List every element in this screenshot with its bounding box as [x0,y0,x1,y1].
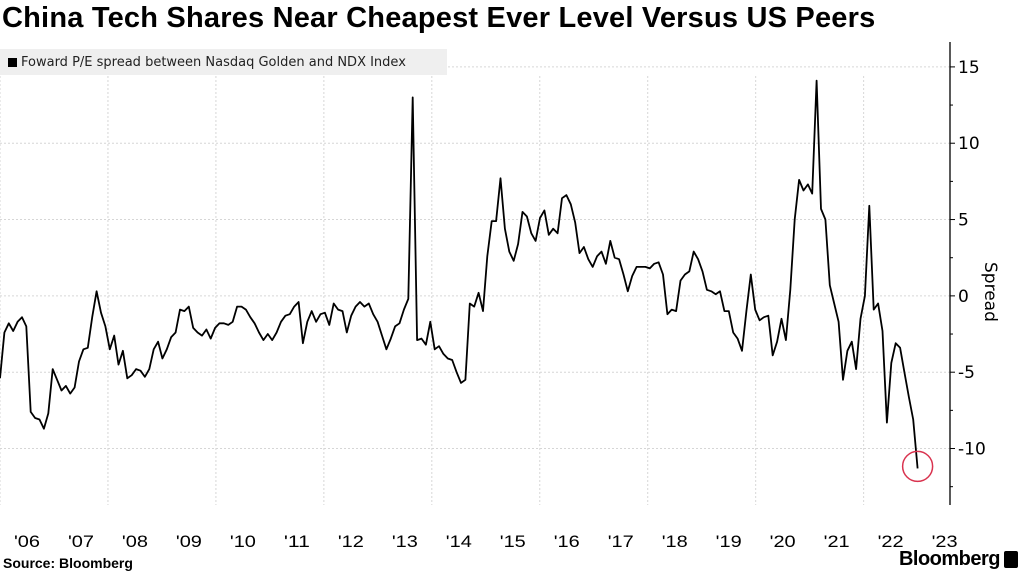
chart-title: China Tech Shares Near Cheapest Ever Lev… [2,2,876,34]
bloomberg-logo: Bloomberg [899,548,1018,571]
y-axis: 15 10 5 0 -5 -10 [949,42,986,505]
x-axis-labels: '06 '07 '08 '09 '10 '11 '12 '13 '14 '15 '16 '17 '18 '… [14,532,958,551]
x-tick-label: '12 [338,532,364,551]
x-tick-label: '18 [662,532,688,551]
x-tick-label: '21 [824,532,850,551]
x-tick-label: '10 [230,532,256,551]
x-tick-label: '16 [554,532,580,551]
x-tick-label: '22 [878,532,904,551]
x-tick-label: '11 [284,532,310,551]
x-tick-label: '23 [932,532,958,551]
legend: Foward P/E spread between Nasdaq Golden … [0,49,447,75]
source-note: Source: Bloomberg [3,555,133,571]
y-tick-label: 0 [958,287,969,307]
highlight-circle [901,450,934,483]
x-tick-label: '09 [176,532,202,551]
x-tick-label: '06 [14,532,40,551]
bloomberg-mark-icon [1004,551,1018,568]
series-line [0,79,919,469]
brand-text: Bloomberg [898,548,1001,570]
x-tick-label: '13 [392,532,418,551]
x-tick-label: '08 [122,532,148,551]
x-tick-label: '19 [716,532,742,551]
y-tick-label: -5 [958,363,975,383]
x-tick-label: '15 [500,532,526,551]
y-tick-label: 5 [958,211,969,231]
x-tick-label: '20 [770,532,796,551]
x-tick-label: '14 [446,532,472,551]
y-axis-title: Spread [980,262,1000,322]
legend-label: Foward P/E spread between Nasdaq Golden … [21,54,406,70]
legend-swatch [8,57,17,67]
y-tick-label: -10 [958,440,986,460]
gridlines [0,66,950,505]
x-tick-label: '17 [608,532,634,551]
y-tick-label: 15 [958,58,980,78]
x-tick-label: '07 [68,532,94,551]
y-tick-label: 10 [958,134,980,154]
